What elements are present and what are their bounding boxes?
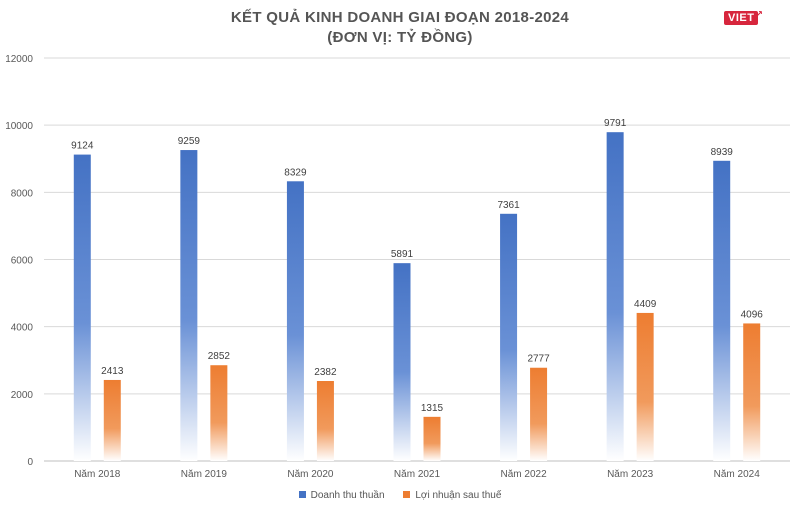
- brand-logo: VIET ↗: [724, 9, 763, 25]
- data-label-profit: 4096: [741, 309, 764, 320]
- x-tick-label: Năm 2024: [714, 469, 761, 480]
- y-tick-label: 6000: [11, 256, 34, 267]
- bar-profit: [743, 323, 761, 461]
- bar-profit: [530, 367, 548, 461]
- bar-revenue: [393, 263, 411, 461]
- x-tick-label: Năm 2019: [181, 469, 228, 480]
- legend: Doanh thu thuần Lợi nhuận sau thuế: [0, 490, 800, 501]
- bar-revenue: [73, 154, 91, 461]
- legend-item-revenue[interactable]: Doanh thu thuần: [298, 490, 385, 501]
- data-label-revenue: 5891: [391, 249, 414, 260]
- chart-title: KẾT QUẢ KINH DOANH GIAI ĐOẠN 2018-2024: [230, 9, 570, 26]
- y-tick-label: 8000: [11, 188, 34, 199]
- legend-item-profit[interactable]: Lợi nhuận sau thuế: [403, 490, 501, 501]
- data-label-revenue: 9124: [71, 141, 94, 152]
- data-label-profit: 1315: [421, 403, 444, 414]
- data-label-revenue: 9259: [178, 136, 201, 147]
- bar-layer: [73, 132, 761, 461]
- legend-swatch-profit: [403, 490, 411, 498]
- bar-revenue: [606, 132, 624, 461]
- brand-logo-text: VIET: [728, 12, 755, 24]
- grid-layer: [44, 57, 790, 462]
- legend-swatch-revenue: [298, 490, 306, 498]
- data-label-revenue: 9791: [604, 118, 627, 129]
- bar-revenue: [500, 213, 518, 461]
- data-label-profit: 4409: [634, 299, 657, 310]
- y-tick-label: 2000: [11, 390, 34, 401]
- y-tick-label: 0: [27, 457, 33, 468]
- chart-subtitle: (ĐƠN VỊ: TỶ ĐỒNG): [327, 29, 473, 46]
- x-tick-label: Năm 2018: [74, 469, 121, 480]
- data-label-revenue: 7361: [497, 200, 520, 211]
- x-tick-label: Năm 2023: [607, 469, 654, 480]
- data-label-profit: 2413: [101, 366, 124, 377]
- y-tick-label: 10000: [5, 121, 33, 132]
- y-tick-label: 4000: [11, 323, 34, 334]
- x-tick-label: Năm 2022: [501, 469, 548, 480]
- bar-revenue: [286, 181, 304, 461]
- logo-mark-icon: ↗: [755, 9, 764, 19]
- y-tick-label: 12000: [5, 54, 33, 65]
- bar-profit: [423, 416, 441, 461]
- data-label-profit: 2852: [208, 351, 231, 362]
- bar-profit: [316, 381, 334, 461]
- data-label-revenue: 8329: [284, 167, 307, 178]
- legend-label-profit: Lợi nhuận sau thuế: [415, 490, 502, 501]
- data-label-revenue: 8939: [711, 147, 734, 158]
- data-label-profit: 2382: [314, 367, 337, 378]
- x-tick-label: Năm 2021: [394, 469, 441, 480]
- bar-profit: [636, 312, 654, 461]
- bar-profit: [210, 365, 228, 461]
- label-layer: 0 2000 4000 6000 8000 10000 12000 9124 2413 Năm 2…: [5, 54, 763, 480]
- data-label-profit: 2777: [527, 354, 550, 365]
- x-tick-label: Năm 2020: [287, 469, 334, 480]
- legend-label-revenue: Doanh thu thuần: [310, 490, 385, 501]
- bar-revenue: [713, 160, 731, 461]
- bar-profit: [103, 379, 121, 461]
- bar-revenue: [180, 150, 198, 461]
